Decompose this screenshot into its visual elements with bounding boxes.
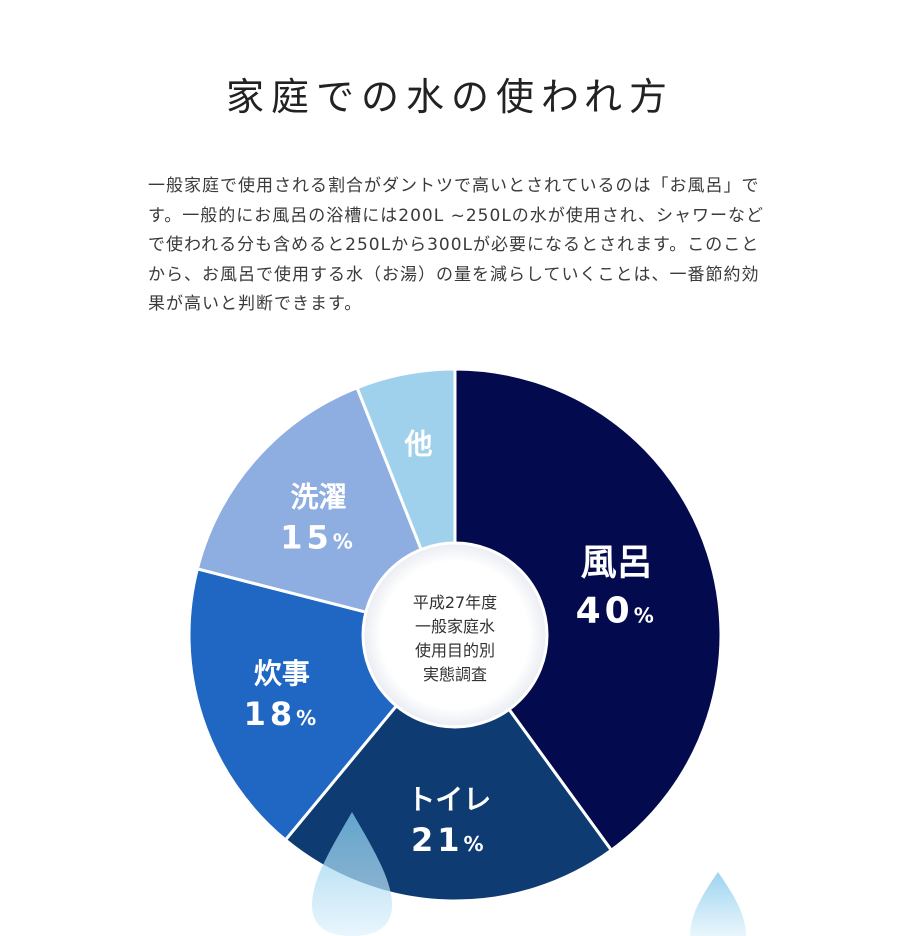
slice-category-label: 他 (403, 427, 432, 460)
slice-value-label: 21% (411, 821, 488, 859)
center-label-line: 平成27年度 (413, 593, 497, 612)
description-text: 一般家庭で使用される割合がダントツで高いとされているのは「お風呂」です。一般的に… (148, 176, 764, 314)
water-drop-right-icon (690, 872, 746, 936)
slice-category-label: 風呂 (581, 542, 653, 583)
slice-category-label: 洗濯 (290, 481, 346, 514)
slice-value-label: 18% (244, 695, 321, 733)
slice-value-label: 15% (280, 519, 357, 557)
center-label-line: 使用目的別 (415, 641, 495, 660)
page-title: 家庭での水の使われ方 (225, 75, 675, 119)
center-circle (361, 541, 549, 729)
pie-slice (453, 367, 723, 853)
slice-category-label: トイレ (407, 783, 491, 816)
slice-value-label: 40% (576, 590, 658, 631)
pie-slice (283, 632, 614, 903)
center-label-line: 実態調査 (423, 665, 487, 684)
water-drop-left-icon (312, 812, 392, 936)
slice-category-label: 炊事 (254, 657, 310, 690)
center-hole: 平成27年度 一般家庭水 使用目的別 実態調査 (361, 541, 549, 729)
center-label-line: 一般家庭水 (415, 617, 495, 636)
pie-labels: 風呂 40% トイレ 21% 炊事 18% 洗濯 15% 他 (244, 427, 658, 859)
